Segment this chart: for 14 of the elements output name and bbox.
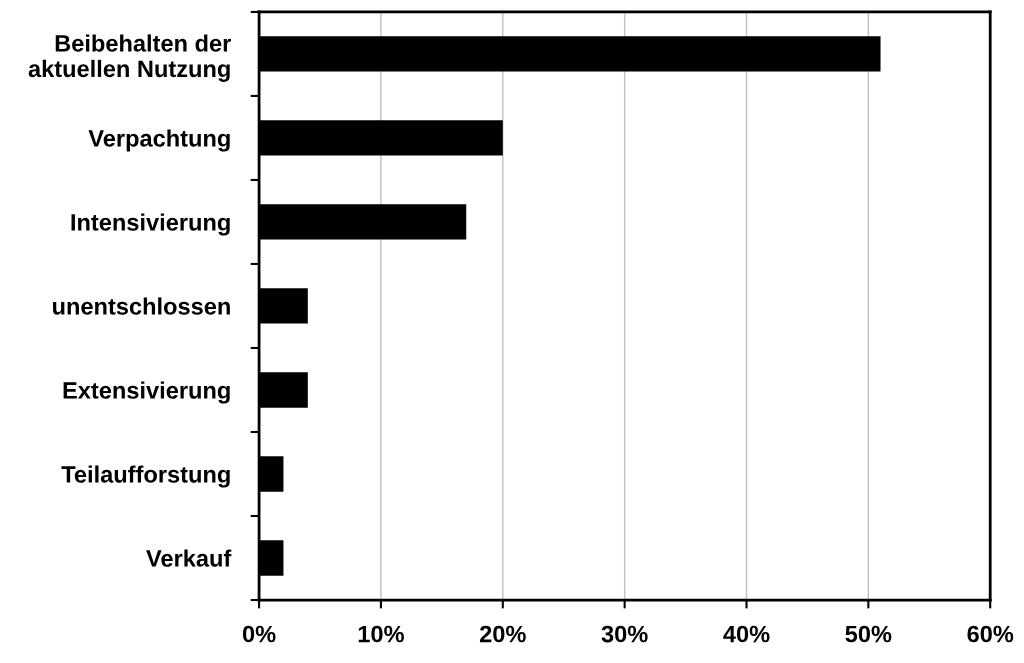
x-tick-label: 60% bbox=[967, 625, 1014, 643]
x-tick-label: 20% bbox=[479, 625, 526, 643]
x-tick-label: 10% bbox=[358, 625, 404, 643]
y-tick-label: Verpachtung bbox=[88, 129, 230, 152]
x-tick-label: 50% bbox=[845, 625, 892, 643]
x-tick-label: 0% bbox=[242, 625, 276, 643]
y-tick-label: Extensivierung bbox=[63, 381, 230, 404]
y-tick-label: Intensivierung bbox=[71, 213, 230, 236]
y-tick-label: Beibehalten der aktuellen Nutzung bbox=[28, 34, 231, 82]
y-tick-label: unentschlossen bbox=[53, 297, 230, 315]
y-tick-label: Verkauf bbox=[146, 549, 232, 567]
x-tick-label: 30% bbox=[601, 625, 648, 643]
x-tick-label: 40% bbox=[723, 625, 770, 643]
y-tick-label: Teilaufforstung bbox=[61, 465, 230, 488]
